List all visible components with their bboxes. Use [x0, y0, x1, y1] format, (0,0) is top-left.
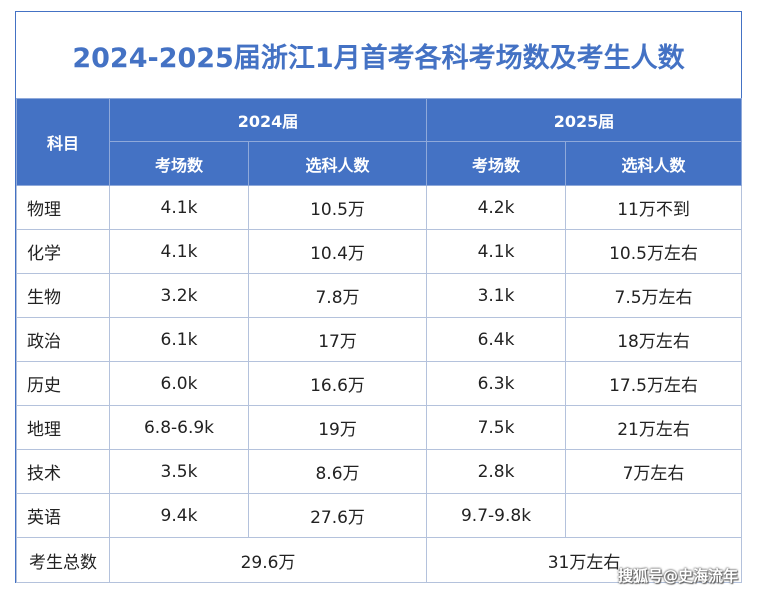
subject-cell: 技术: [16, 449, 110, 494]
total-label-cell: 考生总数: [16, 537, 110, 583]
rooms-2024-cell: 6.8-6.9k: [109, 405, 249, 450]
students-2025-cell: 18万左右: [565, 317, 743, 362]
subject-cell: 生物: [16, 273, 110, 318]
students-2024-cell: 16.6万: [247, 361, 428, 406]
students-2025-cell: [565, 493, 743, 538]
table-row: 英语 9.4k 27.6万 9.7-9.8k: [16, 493, 743, 538]
rooms-2025-cell: 7.5k: [426, 405, 567, 450]
rooms-2025-cell: 2.8k: [426, 449, 567, 494]
students-2024-header: 选科人数: [247, 141, 428, 186]
rooms-2025-cell: 4.1k: [426, 229, 567, 274]
table-row: 政治 6.1k 17万 6.4k 18万左右: [16, 317, 743, 362]
students-2025-cell: 7万左右: [565, 449, 743, 494]
rooms-2024-cell: 4.1k: [109, 185, 249, 230]
subject-cell: 地理: [16, 405, 110, 450]
students-2025-cell: 7.5万左右: [565, 273, 743, 318]
students-2024-cell: 7.8万: [247, 273, 428, 318]
rooms-2024-cell: 9.4k: [109, 493, 249, 538]
rooms-2025-cell: 3.1k: [426, 273, 567, 318]
table-row: 生物 3.2k 7.8万 3.1k 7.5万左右: [16, 273, 743, 318]
rooms-2024-cell: 6.1k: [109, 317, 249, 362]
students-2025-cell: 10.5万左右: [565, 229, 743, 274]
subject-cell: 英语: [16, 493, 110, 538]
students-2024-cell: 10.5万: [247, 185, 428, 230]
table-row: 物理 4.1k 10.5万 4.2k 11万不到: [16, 185, 743, 230]
rooms-2025-cell: 9.7-9.8k: [426, 493, 567, 538]
table-frame: 2024-2025届浙江1月首考各科考场数及考生人数 科目 2024届 2025…: [15, 11, 743, 583]
total-2024-cell: 29.6万: [108, 537, 428, 583]
subject-cell: 物理: [16, 185, 110, 230]
rooms-2024-cell: 3.5k: [109, 449, 249, 494]
rooms-2024-cell: 6.0k: [109, 361, 249, 406]
rooms-2025-cell: 6.3k: [426, 361, 567, 406]
header-row-years: 科目 2024届 2025届: [16, 98, 743, 186]
subject-cell: 化学: [16, 229, 110, 274]
students-2024-cell: 17万: [247, 317, 428, 362]
students-2024-cell: 10.4万: [247, 229, 428, 274]
watermark-text: 搜狐号@史海流年: [618, 567, 739, 585]
header-row-columns: 考场数 选科人数 考场数 选科人数: [17, 141, 743, 186]
rooms-2024-cell: 4.1k: [109, 229, 249, 274]
table-row: 技术 3.5k 8.6万 2.8k 7万左右: [16, 449, 743, 494]
total-row: 考生总数 29.6万 31万左右: [16, 537, 743, 583]
table-row: 地理 6.8-6.9k 19万 7.5k 21万左右: [16, 405, 743, 450]
year-2025-header: 2025届: [426, 98, 743, 142]
subject-cell: 历史: [16, 361, 110, 406]
total-2025-cell: 31万左右: [426, 537, 743, 583]
rooms-2024-cell: 3.2k: [109, 273, 249, 318]
students-2025-cell: 17.5万左右: [565, 361, 743, 406]
subject-cell: 政治: [16, 317, 110, 362]
students-2024-cell: 19万: [247, 405, 428, 450]
students-2024-cell: 27.6万: [247, 493, 428, 538]
rooms-2025-cell: 6.4k: [426, 317, 567, 362]
rooms-2025-header: 考场数: [426, 141, 567, 186]
subject-header: 科目: [16, 98, 110, 186]
table-row: 历史 6.0k 16.6万 6.3k 17.5万左右: [16, 361, 743, 406]
students-2025-cell: 21万左右: [565, 405, 743, 450]
students-2025-header: 选科人数: [565, 141, 743, 186]
rooms-2024-header: 考场数: [109, 141, 249, 186]
table-row: 化学 4.1k 10.4万 4.1k 10.5万左右: [16, 229, 743, 274]
year-2024-header: 2024届: [108, 98, 428, 142]
page-title: 2024-2025届浙江1月首考各科考场数及考生人数: [72, 42, 685, 74]
students-2025-cell: 11万不到: [565, 185, 743, 230]
exam-table: 科目 2024届 2025届 考场数 选科人数 考场数 选科人数 物理 4.1k…: [16, 98, 743, 583]
students-2024-cell: 8.6万: [247, 449, 428, 494]
rooms-2025-cell: 4.2k: [426, 185, 567, 230]
